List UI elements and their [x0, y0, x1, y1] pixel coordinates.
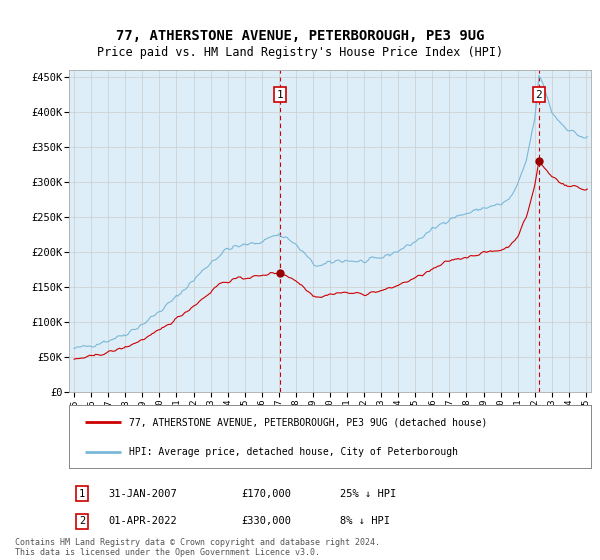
- Text: 2: 2: [79, 516, 85, 526]
- Text: £170,000: £170,000: [241, 489, 291, 499]
- Text: 77, ATHERSTONE AVENUE, PETERBOROUGH, PE3 9UG (detached house): 77, ATHERSTONE AVENUE, PETERBOROUGH, PE3…: [129, 417, 487, 427]
- Text: HPI: Average price, detached house, City of Peterborough: HPI: Average price, detached house, City…: [129, 447, 458, 458]
- Text: Contains HM Land Registry data © Crown copyright and database right 2024.
This d: Contains HM Land Registry data © Crown c…: [15, 538, 380, 557]
- Text: Price paid vs. HM Land Registry's House Price Index (HPI): Price paid vs. HM Land Registry's House …: [97, 45, 503, 59]
- Text: 2: 2: [536, 90, 542, 100]
- Text: 1: 1: [277, 90, 284, 100]
- Text: £330,000: £330,000: [241, 516, 291, 526]
- Text: 31-JAN-2007: 31-JAN-2007: [108, 489, 177, 499]
- Text: 25% ↓ HPI: 25% ↓ HPI: [340, 489, 397, 499]
- Text: 77, ATHERSTONE AVENUE, PETERBOROUGH, PE3 9UG: 77, ATHERSTONE AVENUE, PETERBOROUGH, PE3…: [116, 29, 484, 44]
- Text: 8% ↓ HPI: 8% ↓ HPI: [340, 516, 391, 526]
- Text: 1: 1: [79, 489, 85, 499]
- Text: 01-APR-2022: 01-APR-2022: [108, 516, 177, 526]
